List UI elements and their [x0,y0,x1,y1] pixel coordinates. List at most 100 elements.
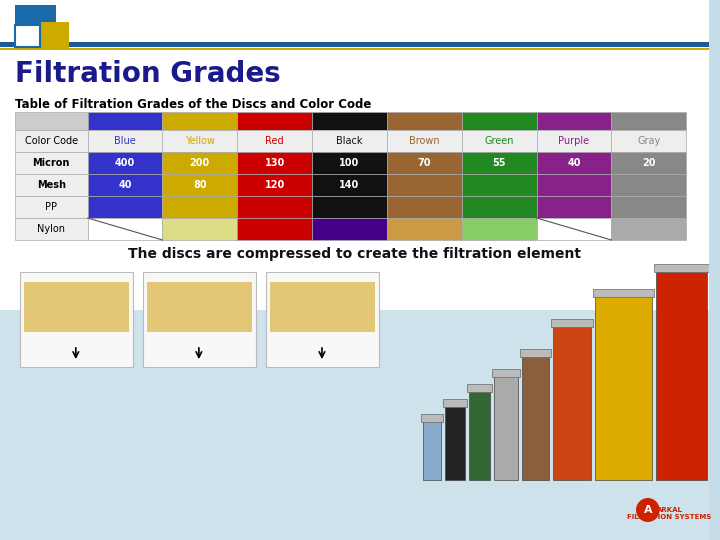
Text: Green: Green [485,136,514,146]
Bar [445,405,464,480]
Text: Purple: Purple [559,136,590,146]
Bar [611,174,686,196]
Bar [88,152,163,174]
Bar [593,289,654,297]
Bar [143,272,256,367]
Text: 100: 100 [339,158,359,168]
Bar [494,375,518,480]
Bar [312,174,387,196]
Text: Red: Red [266,136,284,146]
Bar [462,174,536,196]
Bar [238,152,312,174]
Bar [0,48,709,50]
Bar [19,272,133,367]
Bar [163,174,238,196]
Text: Table of Filtration Grades of the Discs and Color Code: Table of Filtration Grades of the Discs … [15,98,371,111]
Bar [15,112,88,130]
Bar [88,112,163,130]
Bar [312,218,387,240]
Bar [421,414,443,422]
Bar [611,152,686,174]
Bar [536,130,611,152]
Bar [163,218,238,240]
Bar [536,112,611,130]
Text: A: A [644,505,652,515]
Text: Blue: Blue [114,136,136,146]
Bar [163,152,238,174]
Bar [522,355,549,480]
Text: Nylon: Nylon [37,224,66,234]
Bar [15,130,88,152]
Bar [266,272,379,367]
Bar [462,196,536,218]
Text: PP: PP [45,202,57,212]
Bar [88,218,163,240]
Bar [15,5,56,41]
Bar [387,174,462,196]
Bar [553,325,590,480]
Bar [238,218,312,240]
Text: ARKAL
FILTRATION SYSTEMS: ARKAL FILTRATION SYSTEMS [627,507,711,520]
Bar [15,218,88,240]
Bar [238,130,312,152]
Bar [88,196,163,218]
Text: 70: 70 [418,158,431,168]
Bar [536,218,611,240]
Text: Mesh: Mesh [37,180,66,190]
Bar [536,196,611,218]
Text: Color Code: Color Code [24,136,78,146]
Bar [520,349,552,357]
Text: 140: 140 [339,180,359,190]
Bar [469,390,490,480]
Bar [312,130,387,152]
Bar [15,196,88,218]
Bar [387,218,462,240]
Bar [312,196,387,218]
Text: Micron: Micron [32,158,70,168]
Text: 130: 130 [264,158,285,168]
Text: 400: 400 [115,158,135,168]
Bar [88,130,163,152]
Text: Black: Black [336,136,363,146]
Bar [270,282,375,332]
Bar [462,218,536,240]
Bar [0,42,709,47]
Bar [467,384,492,392]
Bar [552,319,593,327]
Bar [492,369,520,377]
Bar [387,152,462,174]
Bar [24,282,129,332]
Bar [611,112,686,130]
Text: Yellow: Yellow [185,136,215,146]
Bar [387,130,462,152]
Text: Brown: Brown [409,136,440,146]
Bar [462,130,536,152]
Bar [238,196,312,218]
Text: Filtration Grades: Filtration Grades [15,60,281,88]
Bar [595,295,652,480]
Bar [163,112,238,130]
Bar [611,196,686,218]
Bar [462,112,536,130]
Bar [611,130,686,152]
Bar [312,152,387,174]
Bar [387,112,462,130]
Bar [387,196,462,218]
Bar [163,130,238,152]
Bar [0,310,709,540]
Circle shape [636,498,660,522]
Text: 40: 40 [567,158,581,168]
Text: 55: 55 [492,158,506,168]
Bar [312,112,387,130]
Text: 20: 20 [642,158,656,168]
Bar [536,152,611,174]
Bar [238,112,312,130]
Text: 120: 120 [264,180,285,190]
Bar [88,174,163,196]
Bar [443,399,467,407]
Bar [163,196,238,218]
Bar [611,218,686,240]
Bar [654,264,709,272]
Bar [41,22,69,50]
Bar [462,152,536,174]
